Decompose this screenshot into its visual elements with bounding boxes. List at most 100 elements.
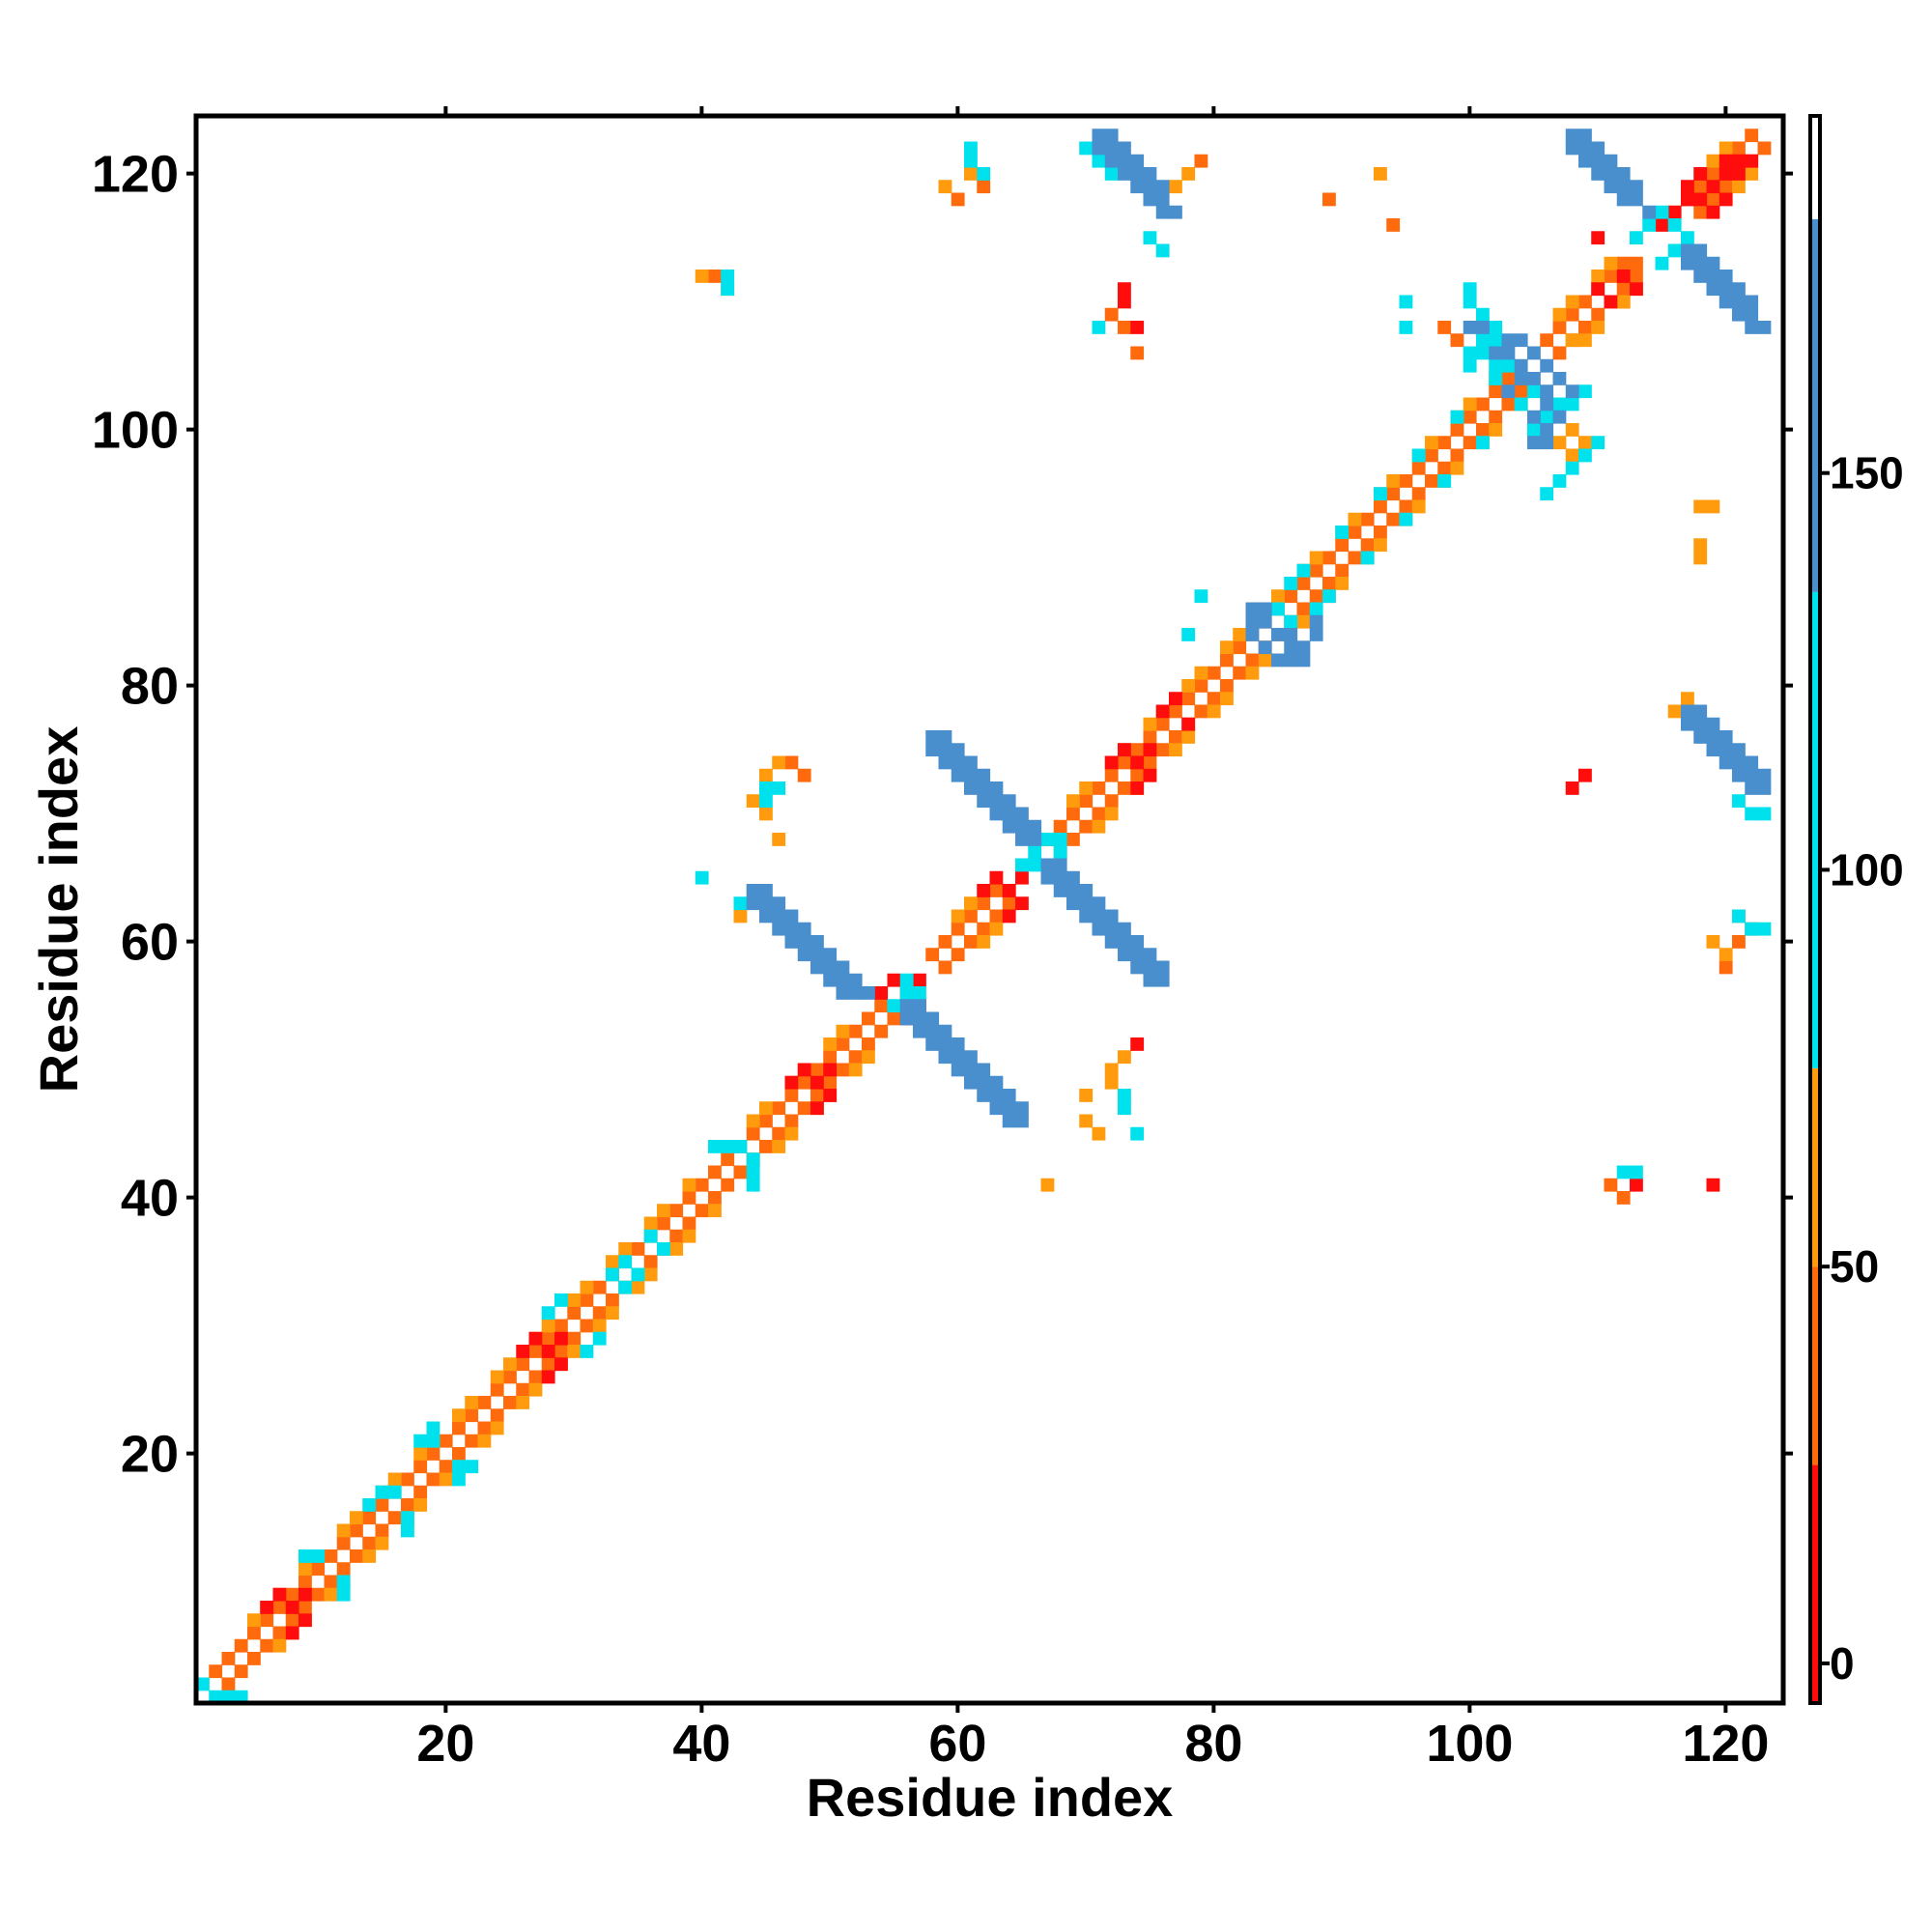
heatmap-cell: [951, 755, 965, 770]
heatmap-cell: [759, 794, 773, 809]
heatmap-cell: [528, 1370, 543, 1384]
heatmap-cell: [1002, 1089, 1016, 1102]
heatmap-cell: [1501, 397, 1516, 412]
heatmap-cell: [913, 999, 926, 1013]
heatmap-cell: [1079, 909, 1094, 923]
heatmap-cell: [797, 922, 811, 936]
heatmap-cell: [746, 1114, 760, 1128]
heatmap-cell: [1514, 358, 1528, 373]
heatmap-cell: [1092, 819, 1106, 834]
heatmap-cell: [1463, 321, 1477, 334]
heatmap-cell: [1476, 346, 1490, 360]
heatmap-cell: [1181, 692, 1196, 706]
heatmap-cell: [1040, 1178, 1055, 1192]
heatmap-cell: [1233, 666, 1247, 680]
heatmap-cell: [977, 794, 991, 809]
heatmap-cell: [1591, 270, 1605, 283]
heatmap-cell: [298, 1613, 312, 1628]
heatmap-cell: [541, 1345, 555, 1358]
x-tick-label: 60: [928, 1715, 986, 1773]
heatmap-cell: [1552, 410, 1567, 424]
heatmap-cell: [1169, 730, 1182, 744]
heatmap-cell: [1655, 218, 1669, 232]
heatmap-cell: [1616, 295, 1631, 309]
heatmap-cell: [951, 1063, 965, 1077]
heatmap-cell: [1079, 819, 1094, 834]
heatmap-cell: [592, 1306, 607, 1321]
heatmap-cell: [1104, 935, 1119, 949]
heatmap-cell: [1604, 270, 1618, 283]
heatmap-cell: [874, 986, 889, 1000]
heatmap-cell: [823, 1037, 838, 1051]
heatmap-cell: [746, 1152, 760, 1167]
heatmap-cell: [772, 781, 786, 795]
heatmap-cell: [1130, 167, 1145, 181]
heatmap-cell: [1284, 614, 1298, 629]
x-tick-label: 80: [1184, 1715, 1242, 1773]
heatmap-cell: [1374, 538, 1387, 553]
heatmap-cell: [285, 1587, 299, 1602]
heatmap-cell: [772, 922, 786, 936]
heatmap-cell: [1399, 512, 1413, 526]
heatmap-cell: [452, 1408, 466, 1423]
heatmap-cell: [797, 1063, 811, 1077]
heatmap-cell: [1489, 346, 1503, 360]
heatmap-cell: [1028, 858, 1042, 872]
heatmap-cell: [1578, 321, 1592, 334]
heatmap-cell: [1092, 321, 1106, 334]
heatmap-cell: [1220, 653, 1234, 668]
heatmap-cell: [1578, 448, 1592, 463]
heatmap-cell: [1693, 243, 1708, 258]
heatmap-cell: [1143, 167, 1157, 181]
heatmap-cell: [1591, 307, 1605, 322]
heatmap-cell: [1591, 231, 1605, 245]
heatmap-cell: [554, 1345, 568, 1358]
heatmap-cell: [964, 154, 978, 168]
heatmap-cell: [951, 1050, 965, 1065]
heatmap-cell: [1565, 333, 1579, 348]
heatmap-cell: [1732, 768, 1746, 782]
heatmap-cell: [682, 1216, 696, 1231]
heatmap-cell: [1411, 499, 1426, 514]
heatmap-cell: [298, 1587, 312, 1602]
heatmap-cell: [234, 1690, 248, 1704]
heatmap-cell: [823, 1075, 838, 1090]
heatmap-cell: [1527, 372, 1541, 385]
heatmap-cell: [606, 1293, 619, 1307]
heatmap-cell: [1616, 192, 1631, 207]
heatmap-cell: [1667, 205, 1682, 219]
heatmap-cell: [1169, 180, 1182, 194]
heatmap-cell: [1540, 384, 1554, 399]
heatmap-cell: [989, 1101, 1004, 1116]
heatmap-cell: [298, 1575, 312, 1589]
heatmap-cell: [1002, 884, 1016, 897]
heatmap-cell: [1322, 577, 1336, 590]
heatmap-cell: [1053, 870, 1067, 885]
heatmap-cell: [951, 948, 965, 962]
heatmap-cell: [324, 1549, 338, 1563]
heatmap-cell: [1565, 423, 1579, 437]
heatmap-cell: [1527, 410, 1541, 424]
heatmap-cell: [1194, 666, 1208, 680]
heatmap-cell: [1309, 551, 1323, 565]
heatmap-cell: [426, 1434, 440, 1448]
heatmap-cell: [1489, 321, 1503, 334]
heatmap-cell: [1092, 128, 1106, 143]
heatmap-cell: [784, 909, 799, 923]
heatmap-cell: [1002, 909, 1016, 923]
heatmap-cell: [1463, 295, 1477, 309]
heatmap-cell: [452, 1447, 466, 1461]
heatmap-cell: [759, 1101, 773, 1116]
heatmap-cell: [682, 1191, 696, 1205]
heatmap-cell: [1476, 333, 1490, 348]
heatmap-cell: [1143, 717, 1157, 731]
heatmap-cell: [1540, 436, 1554, 450]
heatmap-cell: [746, 1165, 760, 1179]
heatmap-cell: [1181, 679, 1196, 693]
heatmap-cell: [580, 1345, 594, 1358]
heatmap-cell: [1527, 346, 1541, 360]
heatmap-cell: [221, 1652, 236, 1665]
heatmap-cell: [375, 1523, 389, 1538]
heatmap-cell: [1578, 333, 1592, 348]
